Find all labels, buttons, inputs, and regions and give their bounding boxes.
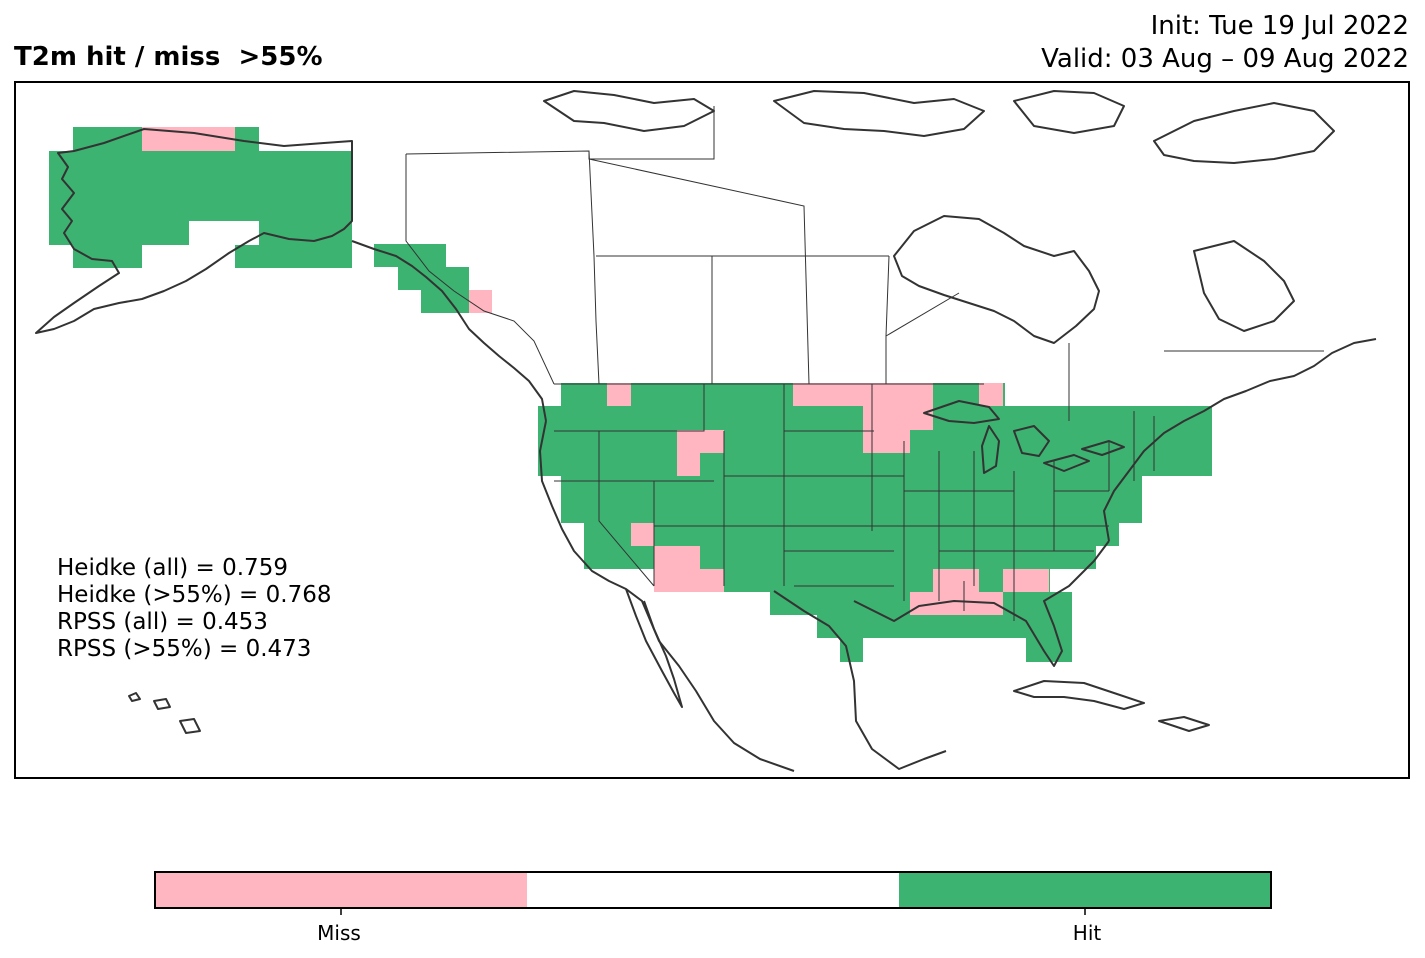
heidke-55: Heidke (>55%) = 0.768 [57, 582, 332, 608]
hit-cell [561, 500, 1142, 523]
verification-scores: Heidke (all) = 0.759 Heidke (>55%) = 0.7… [57, 555, 331, 663]
forecast-dates: Init: Tue 19 Jul 2022 Valid: 03 Aug – 09… [1041, 10, 1409, 76]
miss-cell [1003, 569, 1049, 592]
miss-cell [469, 290, 492, 313]
hit-cell [398, 267, 469, 290]
miss-cell [863, 430, 910, 453]
coastlines [35, 90, 1377, 772]
grid-cells [49, 127, 1212, 662]
hit-cell [235, 127, 259, 151]
miss-cell [700, 430, 724, 453]
colorbar-label-hit: Hit [1073, 921, 1102, 945]
hit-cell [561, 476, 1142, 500]
colorbar-miss [155, 872, 527, 908]
rpss-55: RPSS (>55%) = 0.473 [57, 636, 312, 662]
miss-cell [631, 523, 654, 546]
hit-cell [421, 290, 469, 313]
hit-cell [584, 523, 1119, 546]
map-title: T2m hit / miss >55% [14, 42, 323, 72]
miss-cell [979, 383, 1003, 406]
miss-cell [863, 383, 933, 430]
map-frame [14, 81, 1410, 779]
colorbar-neutral [527, 872, 899, 908]
hit-cell [584, 546, 1096, 569]
miss-cell [793, 383, 863, 406]
colorbar-label-miss: Miss [317, 921, 361, 945]
rpss-all: RPSS (all) = 0.453 [57, 609, 268, 635]
miss-cell [607, 383, 631, 406]
hit-cell [49, 221, 189, 245]
hit-cell [73, 127, 142, 151]
init-date: Init: Tue 19 Jul 2022 [1150, 11, 1409, 41]
hit-miss-map [14, 81, 1410, 779]
hit-cell [235, 245, 352, 268]
hit-cell [538, 453, 1212, 476]
miss-cell [654, 569, 724, 592]
political-borders [351, 106, 1324, 621]
colorbar-legend: Miss Hit [154, 871, 1272, 945]
miss-cell [933, 569, 979, 592]
miss-cell [910, 592, 1003, 615]
hit-cell [1072, 430, 1212, 453]
valid-dates: Valid: 03 Aug – 09 Aug 2022 [1041, 44, 1409, 74]
hit-cell [73, 245, 142, 268]
miss-cell [677, 430, 700, 476]
colorbar-hit [899, 872, 1271, 908]
hit-cell [374, 244, 446, 267]
colorbar-frame [154, 871, 1272, 909]
hit-cell [49, 151, 352, 221]
heidke-all: Heidke (all) = 0.759 [57, 555, 288, 581]
hit-cell [840, 638, 863, 662]
hit-cell [817, 615, 1072, 638]
miss-cell [654, 546, 700, 569]
